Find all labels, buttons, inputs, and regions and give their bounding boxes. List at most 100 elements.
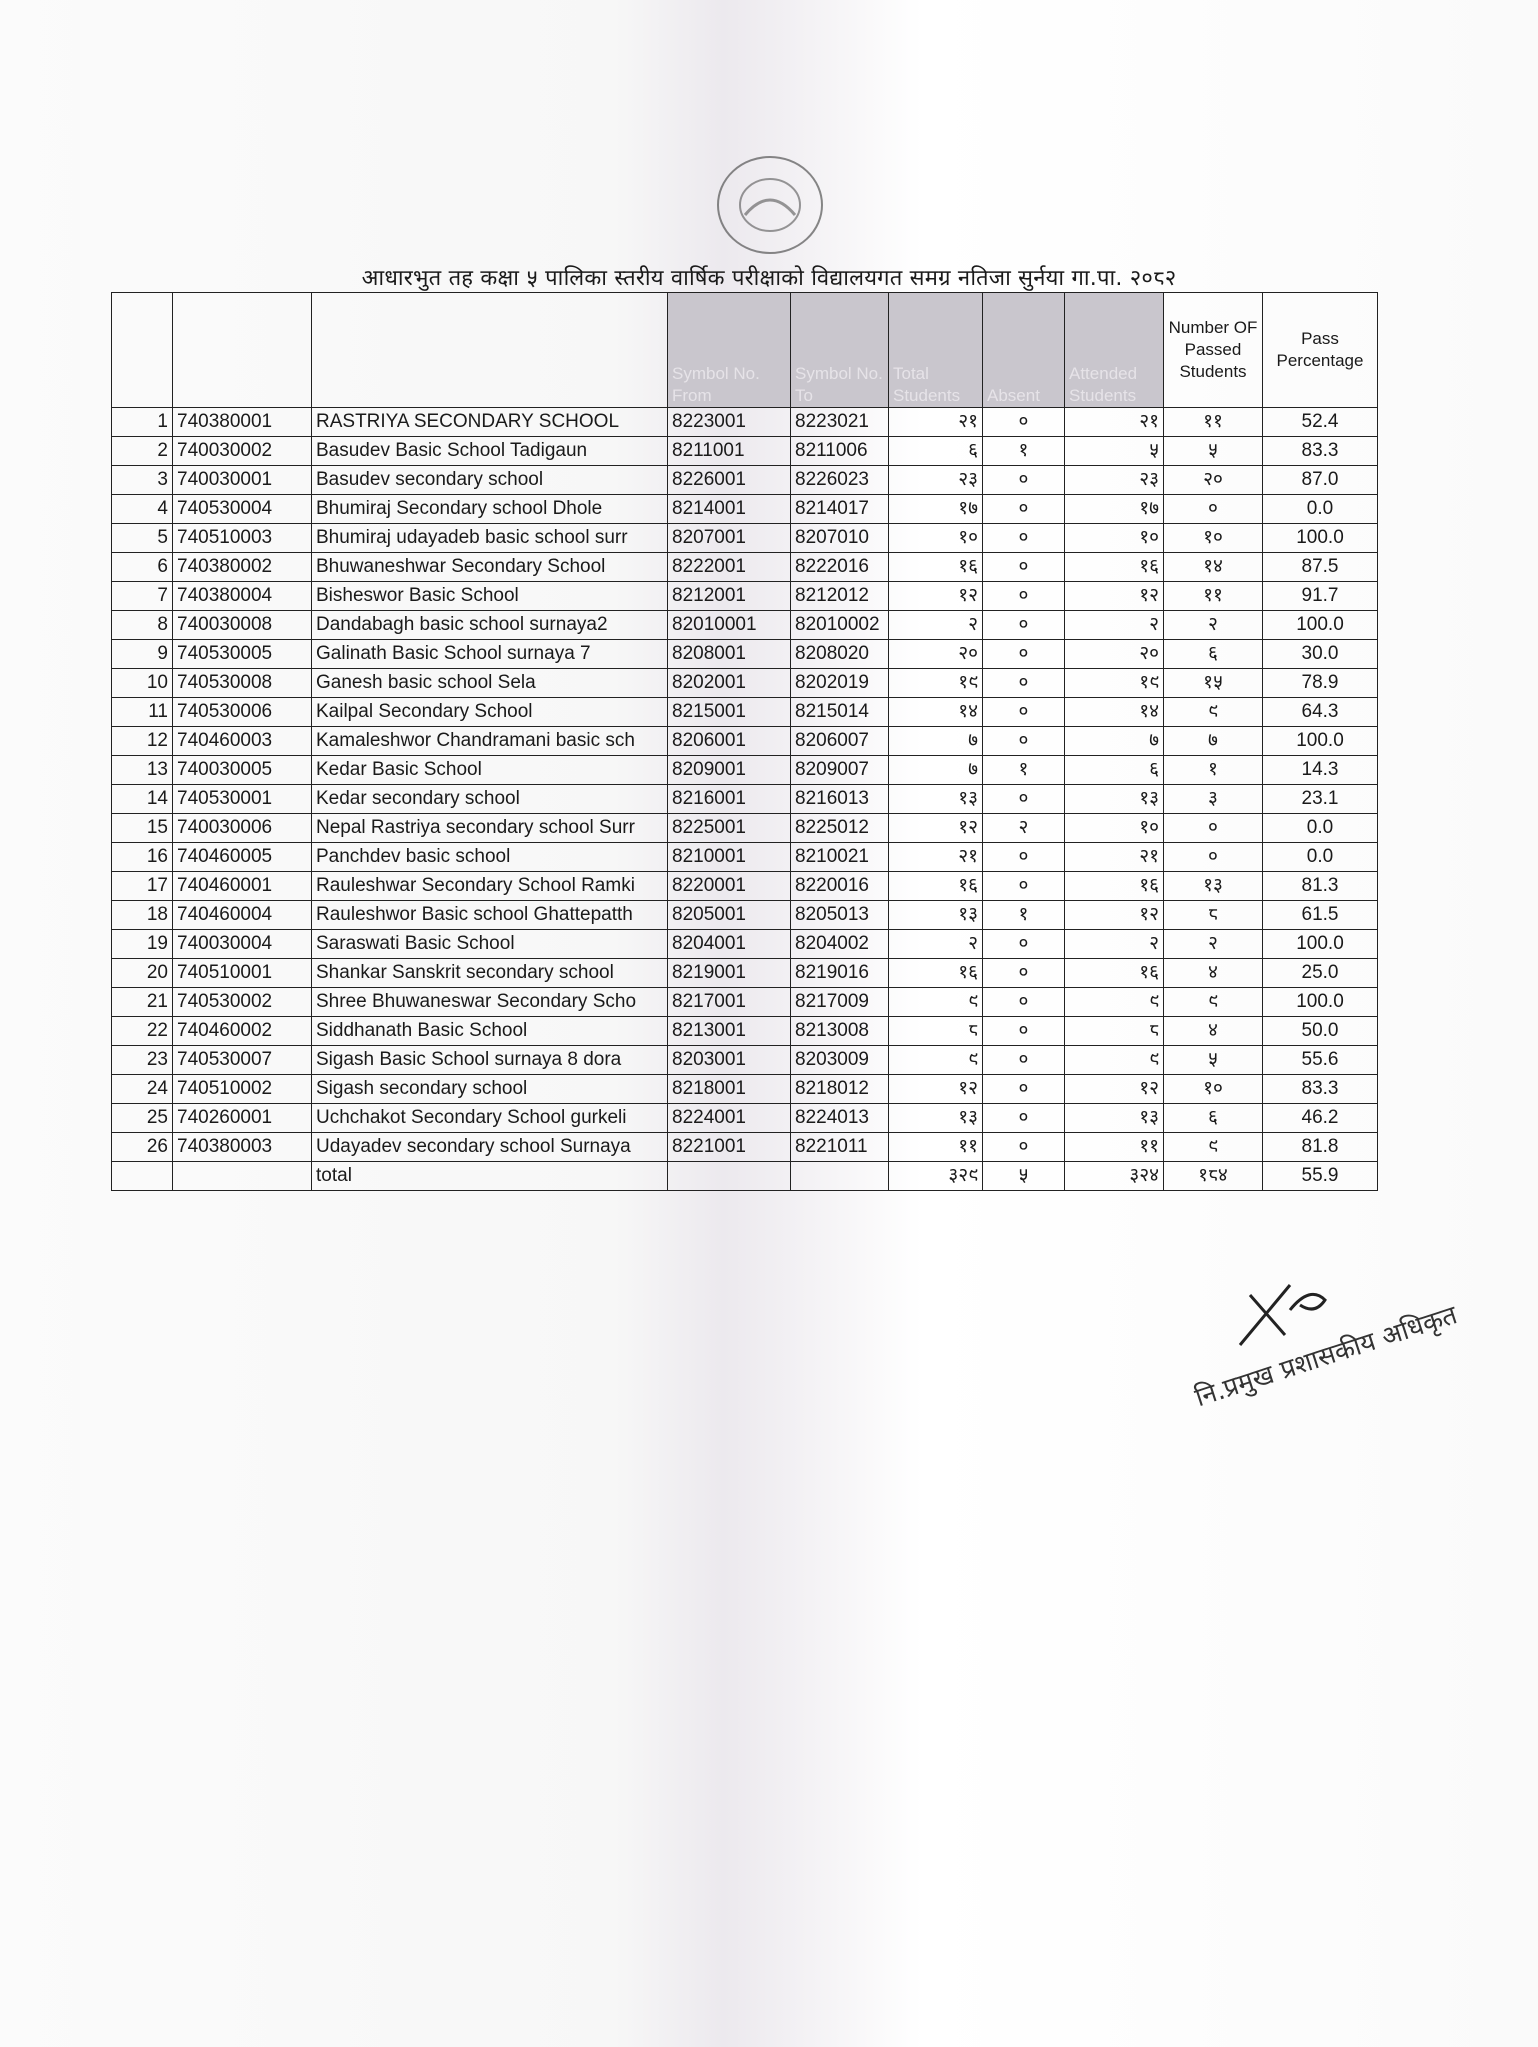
- table-cell: 8207010: [790, 523, 889, 553]
- table-cell: 83.3: [1262, 1074, 1378, 1104]
- table-cell: 740030008: [172, 610, 312, 640]
- table-cell: ७: [1064, 726, 1164, 756]
- table-cell: 8219001: [667, 958, 791, 988]
- table-cell: ०: [982, 987, 1065, 1017]
- table-cell: 8206001: [667, 726, 791, 756]
- table-cell: १२: [1064, 900, 1164, 930]
- table-cell: Bhuwaneshwar Secondary School: [311, 552, 668, 582]
- table-cell: 740530006: [172, 697, 312, 727]
- table-row: 17 740460001 Rauleshwar Secondary School R…: [111, 871, 1378, 901]
- table-cell: Shree Bhuwaneswar Secondary Scho: [311, 987, 668, 1017]
- table-cell: 7: [111, 581, 173, 611]
- table-cell: ०: [1163, 842, 1263, 872]
- header-cell: Symbol No. To: [790, 292, 889, 408]
- table-cell: १३: [888, 1103, 983, 1133]
- table-cell: ०: [982, 523, 1065, 553]
- table-cell: 740030002: [172, 436, 312, 466]
- header-cell: Attended Students: [1064, 292, 1164, 408]
- table-cell: ०: [982, 552, 1065, 582]
- table-cell: ८: [1064, 1016, 1164, 1046]
- table-cell: २: [982, 813, 1065, 843]
- table-cell: ०: [982, 842, 1065, 872]
- table-row: 6 740380002 Bhuwaneshwar Secondary School 8…: [111, 552, 1378, 582]
- table-cell: 23: [111, 1045, 173, 1075]
- table-cell: 12: [111, 726, 173, 756]
- table-row: 23 740530007 Sigash Basic School surnaya 8…: [111, 1045, 1378, 1075]
- table-cell: 8217009: [790, 987, 889, 1017]
- table-cell: ८: [888, 1016, 983, 1046]
- table-cell: 740260001: [172, 1103, 312, 1133]
- table-cell: [172, 1161, 312, 1191]
- table-cell: Bhumiraj Secondary school Dhole: [311, 494, 668, 524]
- table-cell: 23.1: [1262, 784, 1378, 814]
- table-cell: 740030004: [172, 929, 312, 959]
- table-cell: 8213001: [667, 1016, 791, 1046]
- table-cell: १६: [888, 958, 983, 988]
- table-cell: ०: [982, 1103, 1065, 1133]
- table-cell: 61.5: [1262, 900, 1378, 930]
- table-cell: [111, 1161, 173, 1191]
- header-cell: [311, 292, 668, 408]
- table-cell: ०: [1163, 494, 1263, 524]
- table-cell: 81.3: [1262, 871, 1378, 901]
- table-row: 26 740380003 Udayadev secondary school Sur…: [111, 1132, 1378, 1162]
- table-cell: १९: [888, 668, 983, 698]
- table-cell: 8220016: [790, 871, 889, 901]
- table-cell: १६: [888, 871, 983, 901]
- table-cell: 8226023: [790, 465, 889, 495]
- table-cell: १: [982, 755, 1065, 785]
- table-cell: २०: [1064, 639, 1164, 669]
- table-cell: ७: [888, 726, 983, 756]
- table-cell: 740460002: [172, 1016, 312, 1046]
- table-cell: Siddhanath Basic School: [311, 1016, 668, 1046]
- header-row: Symbol No. From Symbol No. To Total Studen…: [111, 292, 1378, 408]
- table-cell: ०: [982, 639, 1065, 669]
- table-cell: ११: [1163, 581, 1263, 611]
- table-cell: Rauleshwar Secondary School Ramki: [311, 871, 668, 901]
- table-cell: ०: [982, 465, 1065, 495]
- table-cell: 8224001: [667, 1103, 791, 1133]
- table-cell: Saraswati Basic School: [311, 929, 668, 959]
- table-cell: 8225012: [790, 813, 889, 843]
- table-cell: १२: [888, 813, 983, 843]
- table-cell: ०: [982, 871, 1065, 901]
- table-cell: 8225001: [667, 813, 791, 843]
- table-cell: २: [1163, 929, 1263, 959]
- table-cell: 64.3: [1262, 697, 1378, 727]
- table-cell: 8216013: [790, 784, 889, 814]
- table-cell: ०: [982, 1045, 1065, 1075]
- table-cell: १०: [1163, 523, 1263, 553]
- total-row: total ३२९ ५ ३२४ १८४ 55.9: [111, 1161, 1378, 1191]
- table-cell: ५: [1163, 436, 1263, 466]
- table-cell: 8212001: [667, 581, 791, 611]
- table-cell: ४: [1163, 958, 1263, 988]
- table-cell: 13: [111, 755, 173, 785]
- table-cell: 740460005: [172, 842, 312, 872]
- table-cell: Bisheswor Basic School: [311, 581, 668, 611]
- table-cell: ०: [982, 784, 1065, 814]
- table-cell: Rauleshwor Basic school Ghattepatth: [311, 900, 668, 930]
- table-cell: 8204002: [790, 929, 889, 959]
- table-cell: 740510001: [172, 958, 312, 988]
- table-cell: 1: [111, 407, 173, 437]
- table-cell: १: [982, 900, 1065, 930]
- table-cell: १३: [1163, 871, 1263, 901]
- table-cell: ०: [982, 929, 1065, 959]
- table-cell: 8212012: [790, 581, 889, 611]
- table-cell: 740510003: [172, 523, 312, 553]
- table-cell: Kedar secondary school: [311, 784, 668, 814]
- table-cell: १३: [888, 784, 983, 814]
- table-cell: ०: [982, 1016, 1065, 1046]
- table-cell: ९: [888, 987, 983, 1017]
- table-cell: 8203001: [667, 1045, 791, 1075]
- table-cell: 740530001: [172, 784, 312, 814]
- table-cell: १६: [888, 552, 983, 582]
- header-cell: [172, 292, 312, 408]
- table-cell: 8216001: [667, 784, 791, 814]
- total-cell: 55.9: [1262, 1161, 1378, 1191]
- table-row: 11 740530006 Kailpal Secondary School 82150…: [111, 697, 1378, 727]
- table-cell: 82010001: [667, 610, 791, 640]
- table-cell: 8208001: [667, 639, 791, 669]
- table-row: 22 740460002 Siddhanath Basic School 821300…: [111, 1016, 1378, 1046]
- table-cell: २१: [888, 407, 983, 437]
